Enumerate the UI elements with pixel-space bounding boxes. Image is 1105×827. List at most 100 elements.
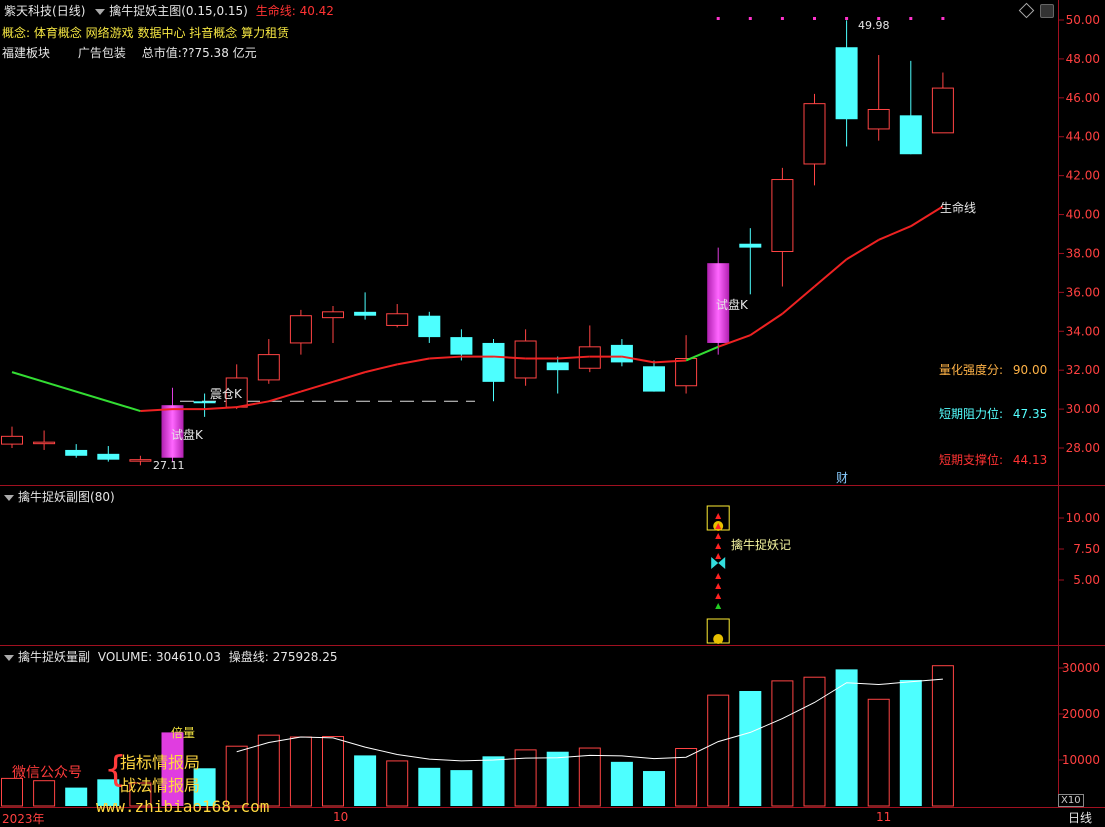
volume-bars [1,665,954,807]
y-tick-label: 36.00 [1066,285,1100,299]
volume-bar [225,745,248,807]
candles [1,20,954,466]
volume-bar [450,770,473,806]
resistance: 短期阻力位: 47.35 [939,405,1047,422]
support-label: 短期支撑位: [939,453,1004,467]
concepts-line: 概念: 体育概念 网络游戏 数据中心 抖音概念 算力租赁 [2,26,290,40]
candle [225,364,248,410]
volume-bar [193,768,216,806]
y-tick-label: 48.00 [1066,52,1100,66]
top-dots [716,17,945,20]
volume-bar [418,767,441,806]
butterfly-icon [711,557,726,569]
life-line-segment [813,258,848,288]
quant-strength-value: 90.00 [1012,363,1048,377]
y-tick-label: 34.00 [1066,324,1100,338]
candle-body [739,243,762,248]
volume-bar [161,732,184,806]
candle-body [867,108,890,130]
life-line-segment [11,371,141,412]
support-value: 44.13 [1012,453,1048,467]
volume-menu-icon[interactable] [4,654,14,661]
life-line-segment [717,334,751,348]
y-tick-label: 42.00 [1066,169,1100,183]
candle [33,430,56,450]
candle-body [33,441,56,445]
volume-bar [835,669,858,806]
volume-bar [610,761,633,806]
candle [803,93,826,186]
candle-body [610,344,633,363]
candle-body [289,315,312,344]
resistance-label: 短期阻力位: [939,407,1004,421]
life-line-segment [846,238,880,261]
volume-line [236,678,943,762]
arrow-icon [715,533,722,539]
sub-menu-icon[interactable] [4,494,14,501]
candle [1,426,23,448]
volume-bar [33,780,56,807]
y-tick-label: 38.00 [1066,246,1100,260]
brand-1: 指标情报局 [120,753,201,772]
quant-strength-label: 量化强度分: [939,363,1004,377]
candle [193,393,216,417]
top-dot [813,17,816,20]
stock-name[interactable]: 紫天科技 [4,4,53,18]
candle [450,329,473,361]
coin-icon [713,634,724,644]
volume-title[interactable]: 擒牛捉妖量副 [18,650,91,664]
arrow-icon [715,603,722,609]
indicator-menu-icon[interactable] [95,8,106,15]
y-tick-label: 40.00 [1066,208,1100,222]
y-tick-label: 10.00 [1066,511,1100,525]
candle [867,55,890,141]
panel-borders [0,0,1105,808]
brace-icon: { [104,749,127,790]
quant-strength: 量化强度分: 90.00 [939,361,1047,378]
url-watermark: www.zhibiao168.com [96,797,270,816]
wechat-watermark: 微信公众号 [12,765,82,781]
life-line-segment [653,359,687,364]
volume-unit[interactable]: X10 [1058,794,1084,807]
candle [257,339,280,384]
y-tick-label: 10000 [1062,753,1100,767]
candle [418,311,441,343]
candle-body [1,435,23,445]
candle-body [386,313,409,326]
life-line-segment [332,371,366,383]
indicator-name[interactable]: 擒牛捉妖主图 [109,4,182,18]
candle-body [322,311,344,319]
volume-bar [931,665,954,807]
volume-bar [643,771,665,806]
candle [482,339,505,402]
arrow-icon [715,523,722,529]
candle [675,335,698,394]
y-tick-label: 50.00 [1066,13,1100,27]
candle-body [193,401,216,404]
candle [835,20,858,147]
market-cap-label: 总市值:??75.38 亿元 [141,46,257,60]
bei-liang-label: 倍量 [171,726,196,740]
main-y-ticks: 50.00 48.00 46.00 44.00 42.00 40.00 38.00 36.00… [1058,13,1100,455]
y-tick-label: 7.50 [1073,542,1100,556]
sub-title[interactable]: 擒牛捉妖副图 [18,490,91,504]
volume-bar [482,756,505,806]
volume-bar [386,760,409,807]
candle [97,446,120,462]
candle [771,167,794,287]
candle [322,305,344,343]
life-line-segment [397,357,430,366]
volume-bar [546,751,569,806]
sector-label: 福建板块 [2,46,51,60]
brand-2: 战法情报局 [120,776,201,795]
candle-body [707,263,730,343]
period-button[interactable]: 日线 [1068,811,1093,825]
candle-body [546,362,569,371]
shipan-label-2: 试盘K [716,298,748,312]
panel-toggle-icon[interactable] [1040,4,1054,18]
volume-bar [803,676,826,807]
y-tick-label: 30000 [1062,661,1100,675]
top-dot [716,17,720,20]
volume-y-ticks: 30000 20000 10000 [1058,661,1100,767]
